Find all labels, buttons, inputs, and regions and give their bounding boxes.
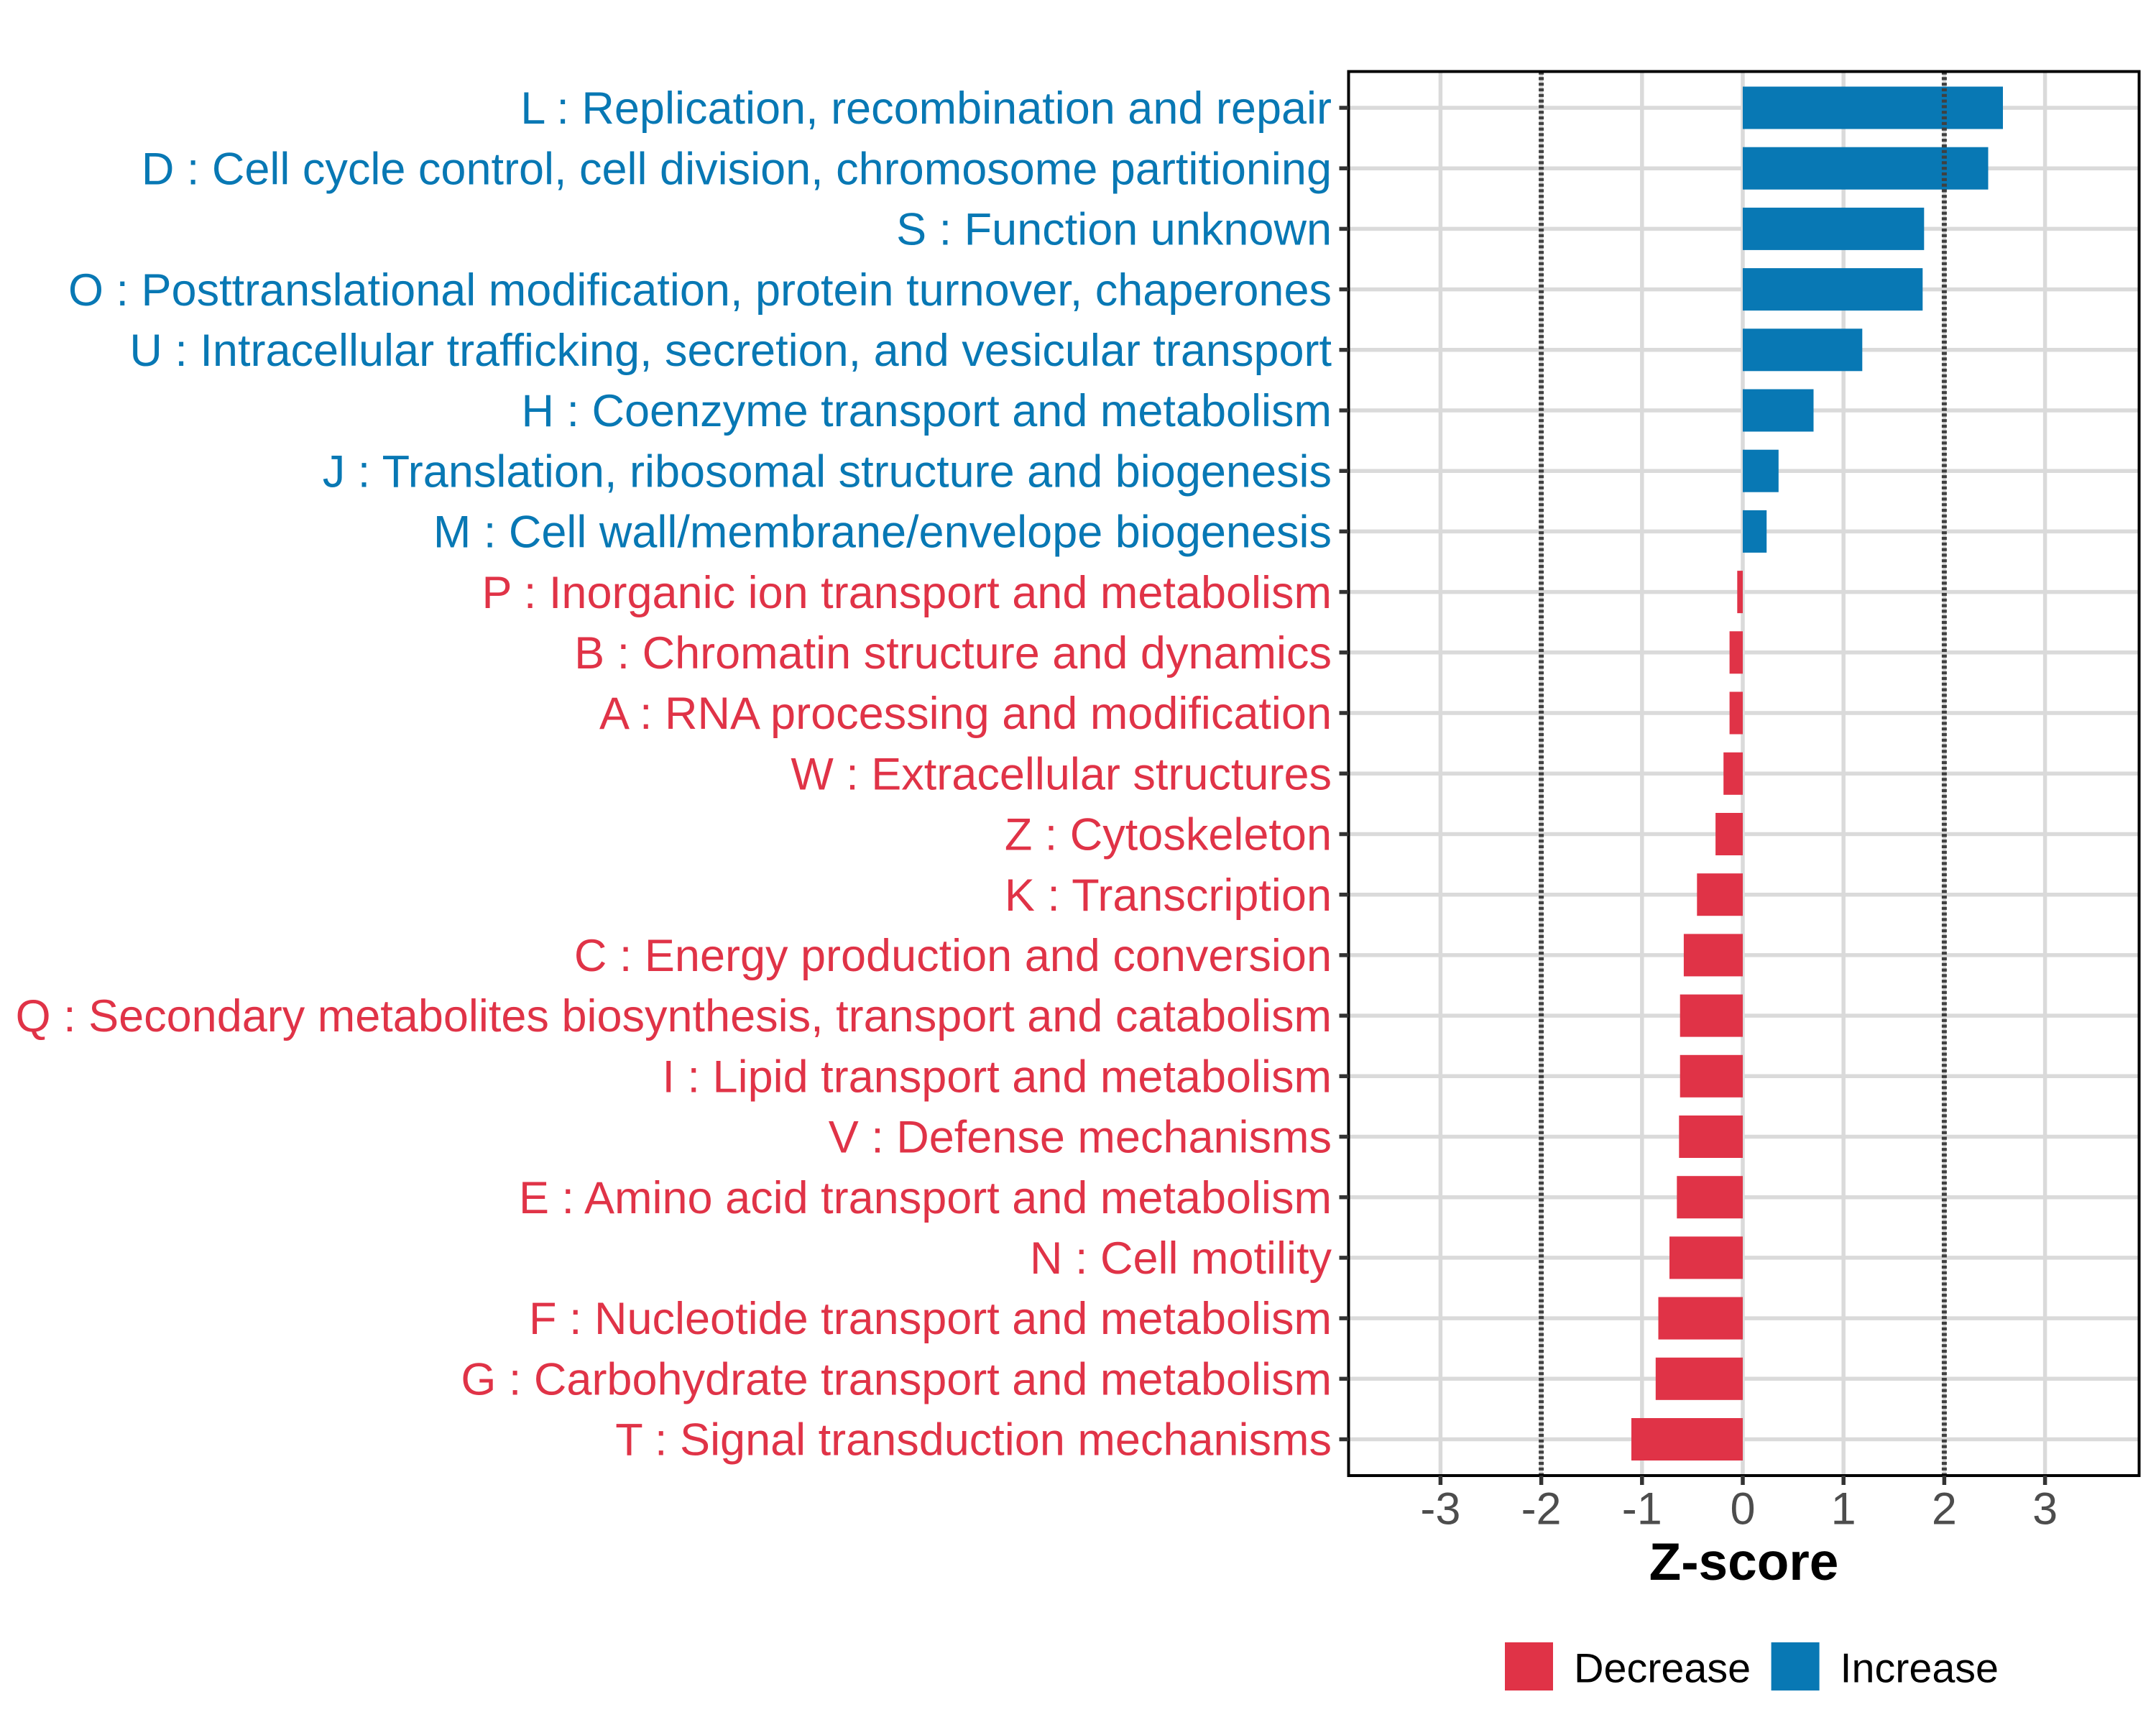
svg-text:2: 2 bbox=[1932, 1484, 1957, 1535]
svg-text:K : Transcription: K : Transcription bbox=[1005, 870, 1332, 921]
svg-text:Z : Cytoskeleton: Z : Cytoskeleton bbox=[1005, 810, 1332, 860]
svg-text:1: 1 bbox=[1831, 1484, 1856, 1535]
svg-text:U : Intracellular trafficking,: U : Intracellular trafficking, secretion… bbox=[129, 326, 1332, 376]
svg-text:T : Signal transduction mechan: T : Signal transduction mechanisms bbox=[615, 1415, 1332, 1466]
svg-text:Increase: Increase bbox=[1841, 1646, 1999, 1692]
svg-text:-2: -2 bbox=[1521, 1484, 1562, 1535]
svg-text:G : Carbohydrate transport and: G : Carbohydrate transport and metabolis… bbox=[461, 1354, 1332, 1404]
svg-text:P : Inorganic ion transport an: P : Inorganic ion transport and metaboli… bbox=[482, 568, 1332, 618]
svg-text:E : Amino acid transport and m: E : Amino acid transport and metabolism bbox=[519, 1173, 1332, 1223]
svg-text:H : Coenzyme transport and met: H : Coenzyme transport and metabolism bbox=[522, 386, 1332, 436]
svg-text:-3: -3 bbox=[1420, 1484, 1460, 1535]
svg-text:F : Nucleotide transport and m: F : Nucleotide transport and metabolism bbox=[529, 1294, 1332, 1344]
svg-text:-1: -1 bbox=[1622, 1484, 1662, 1535]
svg-text:M : Cell wall/membrane/envelop: M : Cell wall/membrane/envelope biogenes… bbox=[433, 507, 1332, 558]
svg-text:Decrease: Decrease bbox=[1574, 1646, 1751, 1692]
svg-text:I : Lipid transport and metabo: I : Lipid transport and metabolism bbox=[663, 1052, 1332, 1102]
svg-text:0: 0 bbox=[1730, 1484, 1755, 1535]
svg-text:C : Energy production and conv: C : Energy production and conversion bbox=[574, 931, 1332, 981]
svg-text:N : Cell motility: N : Cell motility bbox=[1030, 1233, 1332, 1284]
svg-text:A : RNA processing and modific: A : RNA processing and modification bbox=[599, 689, 1332, 739]
svg-text:W : Extracellular structures: W : Extracellular structures bbox=[791, 749, 1332, 799]
svg-text:Z-score: Z-score bbox=[1649, 1533, 1839, 1591]
svg-text:L : Replication, recombination: L : Replication, recombination and repai… bbox=[520, 83, 1332, 134]
svg-text:O : Posttranslational modifica: O : Posttranslational modification, prot… bbox=[68, 265, 1332, 316]
svg-text:Q : Secondary metabolites bios: Q : Secondary metabolites biosynthesis, … bbox=[16, 991, 1332, 1041]
svg-text:S : Function unknown: S : Function unknown bbox=[896, 205, 1332, 255]
svg-text:D : Cell cycle control, cell d: D : Cell cycle control, cell division, c… bbox=[142, 144, 1332, 194]
svg-text:3: 3 bbox=[2032, 1484, 2058, 1535]
svg-text:V : Defense mechanisms: V : Defense mechanisms bbox=[829, 1113, 1332, 1163]
svg-text:B : Chromatin structure and dy: B : Chromatin structure and dynamics bbox=[574, 628, 1332, 678]
svg-text:J : Translation, ribosomal str: J : Translation, ribosomal structure and… bbox=[323, 446, 1332, 497]
